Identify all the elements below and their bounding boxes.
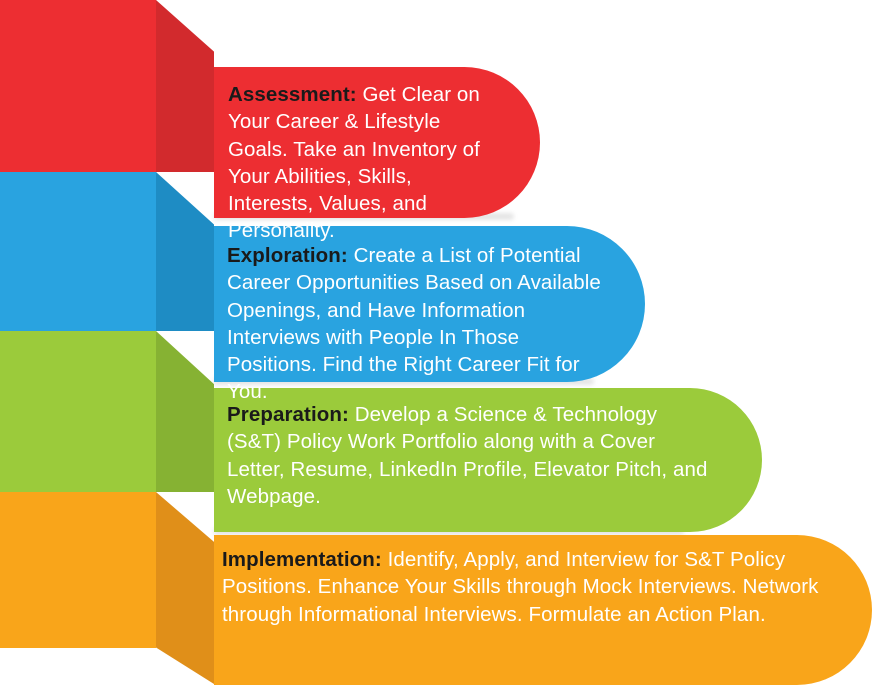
step-block-side-3 [156,331,214,492]
pill-heading-1: Assessment: [228,83,357,106]
step-block-side-4 [156,492,214,684]
step-block-face-1 [0,0,156,172]
step-block-face-2 [0,172,156,331]
step-block-face-4 [0,492,156,648]
pill-3[interactable]: Preparation: Develop a Science & Technol… [214,388,762,532]
pill-body-1 [214,67,540,218]
pill-2[interactable]: Exploration: Create a List of Potential … [214,226,645,403]
pill-4[interactable]: Implementation: Identify, Apply, and Int… [214,535,872,685]
step-block-face-3 [0,331,156,492]
pill-1[interactable]: Assessment: Get Clear on Your Career & L… [214,67,540,242]
pill-text-4: Implementation: Identify, Apply, and Int… [214,535,872,628]
pill-body-text-4: Identify, Apply, and Interview for S&T P… [222,548,819,626]
pill-heading-2: Exploration: [227,244,348,267]
pill-body-text-2: Create a List of Potential Career Opport… [227,244,601,404]
pill-body-text-3: Develop a Science & Technology (S&T) Pol… [227,403,708,508]
pill-heading-4: Implementation: [222,548,382,571]
pill-body-text-1: Get Clear on Your Career & Lifestyle Goa… [228,83,480,243]
pill-text-3: Preparation: Develop a Science & Technol… [214,388,762,510]
pill-text-1: Assessment: Get Clear on Your Career & L… [214,67,540,245]
pill-body-2 [214,226,645,382]
pill-text-2: Exploration: Create a List of Potential … [214,226,645,406]
step-block-side-1 [156,0,214,172]
pill-body-3 [214,388,762,532]
pill-heading-3: Preparation: [227,403,349,426]
pill-body-4 [214,535,872,685]
step-block-side-2 [156,172,214,331]
